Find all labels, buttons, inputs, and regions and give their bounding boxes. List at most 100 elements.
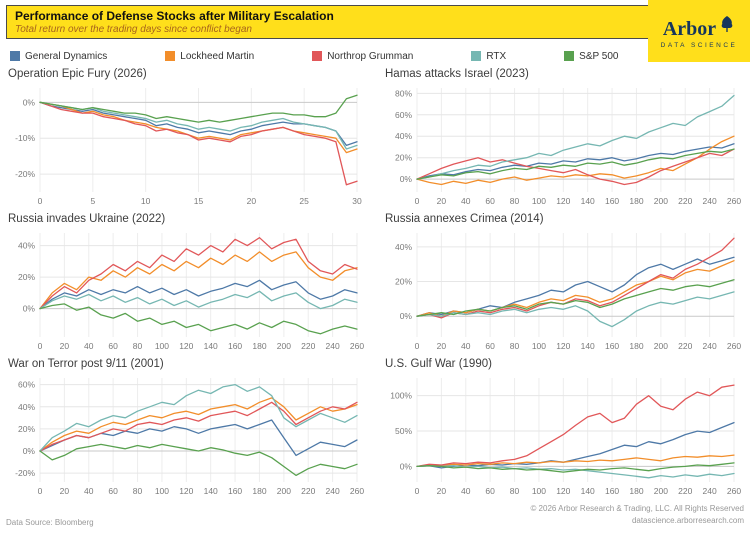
svg-text:-20%: -20% bbox=[15, 468, 35, 478]
svg-text:260: 260 bbox=[350, 486, 364, 496]
svg-text:200: 200 bbox=[654, 486, 668, 496]
chart-cell-epic-fury: Operation Epic Fury (2026) 0 5 10 15 20 25 30 0… bbox=[6, 67, 367, 207]
svg-text:0%: 0% bbox=[400, 461, 413, 471]
chart-plot-epic-fury: 0 5 10 15 20 25 30 0% -10% -20% bbox=[6, 83, 367, 207]
chart-cell-crimea: Russia annexes Crimea (2014) 0 20 40 60 80 10… bbox=[383, 212, 744, 352]
svg-text:120: 120 bbox=[556, 341, 570, 351]
svg-text:40%: 40% bbox=[18, 241, 35, 251]
svg-text:60: 60 bbox=[108, 486, 118, 496]
svg-text:20%: 20% bbox=[18, 424, 35, 434]
svg-text:260: 260 bbox=[727, 196, 741, 206]
svg-text:0%: 0% bbox=[23, 446, 36, 456]
chart-plot-crimea: 0 20 40 60 80 100 120 140 160 180 200 220 240 260 0% 20… bbox=[383, 228, 744, 352]
chart-plot-war-on-terror: 0 20 40 60 80 100 120 140 160 180 200 220 240 260 -20%… bbox=[6, 373, 367, 497]
svg-text:20%: 20% bbox=[395, 277, 412, 287]
svg-text:140: 140 bbox=[581, 341, 595, 351]
svg-text:0%: 0% bbox=[400, 311, 413, 321]
arbor-logo: Arbor DATA SCIENCE bbox=[648, 0, 750, 62]
svg-text:240: 240 bbox=[326, 486, 340, 496]
logo-wordmark: Arbor bbox=[662, 17, 717, 40]
svg-text:180: 180 bbox=[629, 486, 643, 496]
svg-text:220: 220 bbox=[301, 486, 315, 496]
page-title: Performance of Defense Stocks after Mili… bbox=[15, 9, 334, 23]
legend-label: General Dynamics bbox=[25, 50, 108, 62]
website-link[interactable]: datascience.arborresearch.com bbox=[631, 516, 744, 525]
svg-text:240: 240 bbox=[703, 196, 717, 206]
svg-text:80: 80 bbox=[510, 486, 520, 496]
svg-text:100: 100 bbox=[155, 341, 169, 351]
svg-text:120: 120 bbox=[556, 196, 570, 206]
svg-text:120: 120 bbox=[556, 486, 570, 496]
legend-swatch-northrop-grumman bbox=[312, 51, 323, 61]
svg-text:120: 120 bbox=[179, 341, 193, 351]
svg-text:160: 160 bbox=[228, 486, 242, 496]
svg-text:40: 40 bbox=[461, 486, 471, 496]
legend-swatch-rtx bbox=[471, 51, 482, 61]
svg-text:220: 220 bbox=[678, 486, 692, 496]
legend-swatch-lockheed-martin bbox=[165, 51, 176, 61]
svg-text:180: 180 bbox=[252, 341, 266, 351]
charts-grid: Operation Epic Fury (2026) 0 5 10 15 20 25 30 0… bbox=[6, 67, 744, 497]
svg-text:80%: 80% bbox=[395, 88, 412, 98]
svg-text:200: 200 bbox=[277, 486, 291, 496]
svg-text:60%: 60% bbox=[18, 380, 35, 390]
legend-item-sp500: S&P 500 bbox=[564, 51, 618, 62]
legend-item-northrop-grumman: Northrop Grumman bbox=[312, 51, 413, 62]
svg-text:0: 0 bbox=[38, 486, 43, 496]
legend-item-rtx: RTX bbox=[471, 51, 506, 62]
svg-text:40: 40 bbox=[461, 196, 471, 206]
footer: Data Source: Bloomberg © 2026 Arbor Rese… bbox=[6, 503, 744, 527]
svg-text:200: 200 bbox=[654, 196, 668, 206]
svg-text:60: 60 bbox=[108, 341, 118, 351]
svg-text:40%: 40% bbox=[395, 242, 412, 252]
svg-text:60: 60 bbox=[485, 486, 495, 496]
legend-swatch-general-dynamics bbox=[10, 51, 20, 61]
svg-text:5: 5 bbox=[90, 196, 95, 206]
svg-text:40: 40 bbox=[461, 341, 471, 351]
chart-title: Russia invades Ukraine (2022) bbox=[8, 213, 166, 225]
chart-title: Russia annexes Crimea (2014) bbox=[385, 213, 544, 225]
svg-text:20: 20 bbox=[437, 486, 447, 496]
chart-cell-war-on-terror: War on Terror post 9/11 (2001) 0 20 40 60 80… bbox=[6, 357, 367, 497]
copyright: © 2026 Arbor Research & Trading, LLC. Al… bbox=[530, 504, 744, 513]
svg-text:15: 15 bbox=[194, 196, 204, 206]
svg-text:30: 30 bbox=[352, 196, 362, 206]
svg-text:0: 0 bbox=[415, 486, 420, 496]
svg-text:140: 140 bbox=[581, 196, 595, 206]
svg-text:100: 100 bbox=[155, 486, 169, 496]
legend-swatch-sp500 bbox=[564, 51, 575, 61]
svg-text:0%: 0% bbox=[23, 304, 36, 314]
svg-text:180: 180 bbox=[252, 486, 266, 496]
svg-text:180: 180 bbox=[629, 196, 643, 206]
svg-text:160: 160 bbox=[605, 196, 619, 206]
svg-text:240: 240 bbox=[703, 486, 717, 496]
svg-text:160: 160 bbox=[605, 486, 619, 496]
svg-text:50%: 50% bbox=[395, 426, 412, 436]
chart-title: Operation Epic Fury (2026) bbox=[8, 68, 147, 80]
legend-item-general-dynamics: General Dynamics bbox=[10, 51, 107, 62]
svg-text:40: 40 bbox=[84, 341, 94, 351]
legend: General Dynamics Lockheed Martin Northro… bbox=[10, 49, 744, 63]
svg-text:25: 25 bbox=[299, 196, 309, 206]
svg-text:80: 80 bbox=[133, 341, 143, 351]
logo-tagline: DATA SCIENCE bbox=[660, 41, 738, 49]
svg-text:20: 20 bbox=[60, 341, 70, 351]
chart-title: U.S. Gulf War (1990) bbox=[385, 358, 492, 370]
svg-text:160: 160 bbox=[228, 341, 242, 351]
svg-text:20%: 20% bbox=[18, 272, 35, 282]
svg-text:60: 60 bbox=[485, 341, 495, 351]
chart-plot-gulf-war: 0 20 40 60 80 100 120 140 160 180 200 220 240 260 0% 50… bbox=[383, 373, 744, 497]
svg-text:100%: 100% bbox=[390, 391, 412, 401]
svg-text:-10%: -10% bbox=[15, 133, 35, 143]
svg-text:20%: 20% bbox=[395, 153, 412, 163]
svg-text:20: 20 bbox=[60, 486, 70, 496]
svg-text:120: 120 bbox=[179, 486, 193, 496]
legend-label: Lockheed Martin bbox=[180, 50, 255, 62]
svg-text:220: 220 bbox=[678, 341, 692, 351]
svg-text:0: 0 bbox=[415, 196, 420, 206]
svg-text:220: 220 bbox=[301, 341, 315, 351]
svg-text:140: 140 bbox=[581, 486, 595, 496]
svg-text:260: 260 bbox=[727, 341, 741, 351]
chart-plot-ukraine: 0 20 40 60 80 100 120 140 160 180 200 220 240 260 0% 20… bbox=[6, 228, 367, 352]
